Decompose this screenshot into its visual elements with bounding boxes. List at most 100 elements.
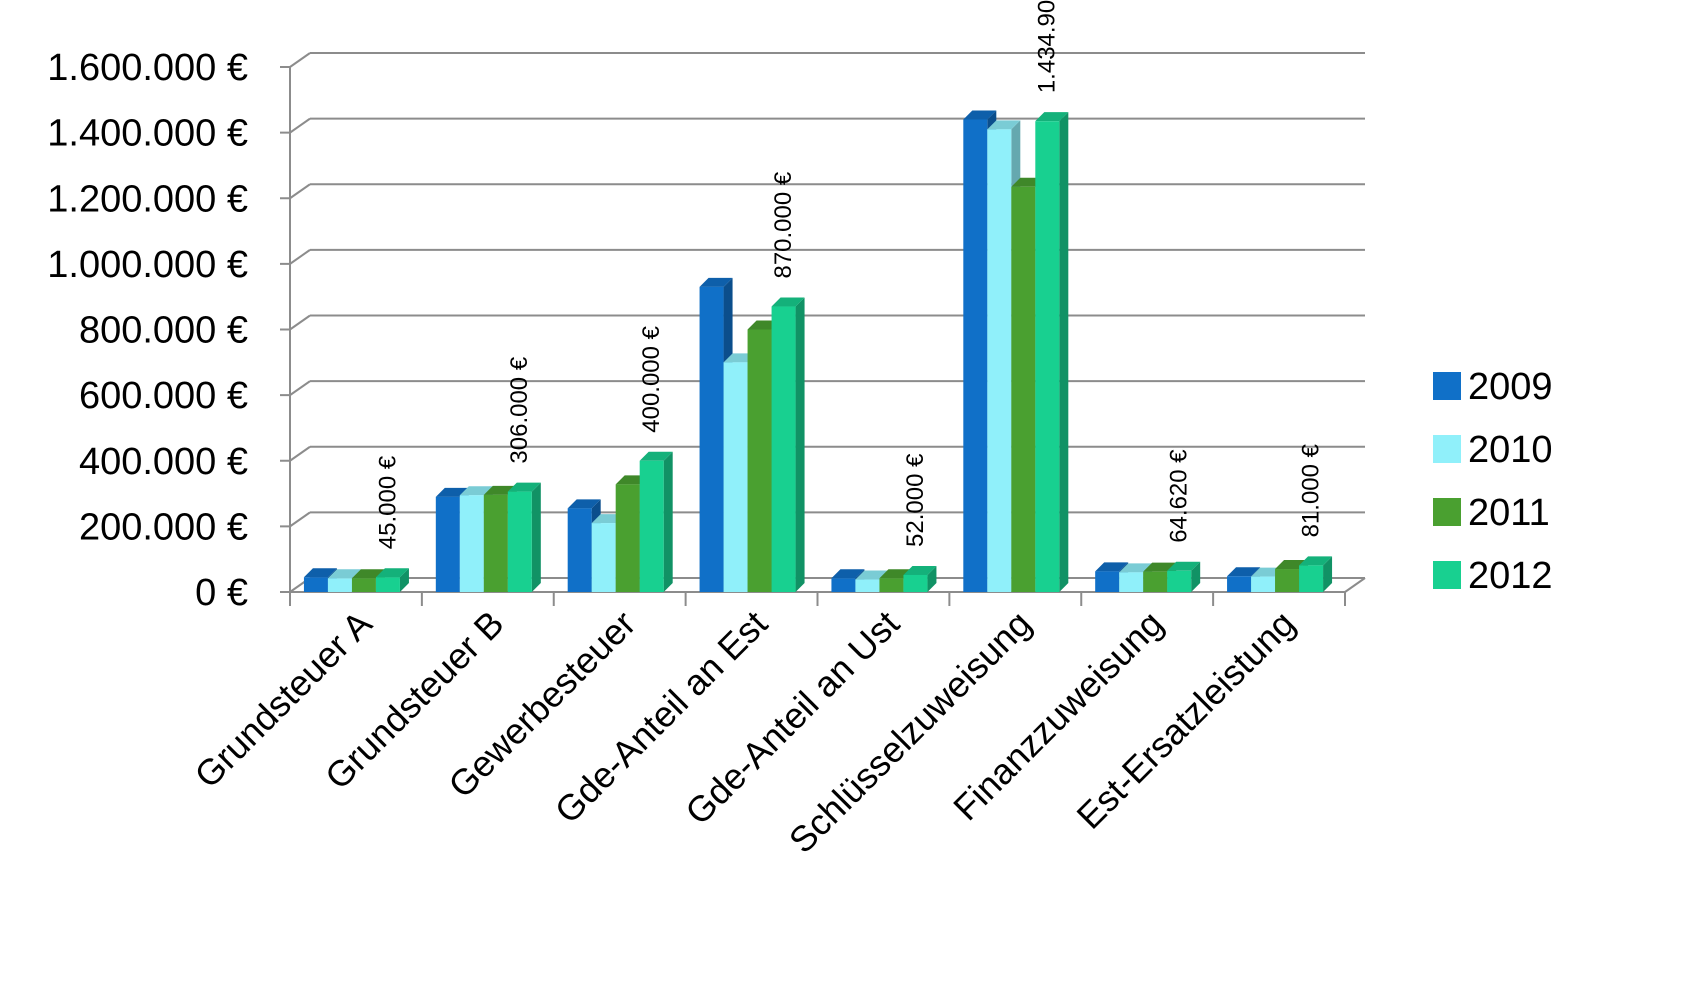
bar-2012 xyxy=(1035,112,1069,593)
bar xyxy=(1035,121,1060,593)
y-tick-label: 1.000.000 € xyxy=(47,244,248,286)
gridlines xyxy=(289,52,1365,593)
legend: 2009 2010 2011 2012 xyxy=(1433,366,1553,597)
bar-top xyxy=(963,110,997,120)
bar xyxy=(483,494,508,592)
bar-side xyxy=(795,297,805,592)
bar xyxy=(435,496,460,592)
legend-item: 2010 xyxy=(1433,429,1553,471)
bar-top xyxy=(1143,562,1177,572)
bar-side xyxy=(1191,561,1201,592)
labels: 0 € 200.000 € 400.000 € 600.000 € 800.000 € 1… xyxy=(47,0,1324,861)
bar xyxy=(327,578,352,592)
bar-side xyxy=(663,451,673,592)
bar-top xyxy=(1035,112,1069,122)
bar-side xyxy=(399,568,409,592)
data-label: 64.620 € xyxy=(1166,449,1193,543)
data-label: 306.000 € xyxy=(506,356,533,463)
bar xyxy=(1251,576,1276,592)
gridline-diag xyxy=(289,117,311,134)
bar xyxy=(639,460,664,592)
y-tick-label: 600.000 € xyxy=(79,375,248,417)
bar xyxy=(963,119,988,592)
bar xyxy=(375,577,400,592)
gridline-diag xyxy=(289,380,311,396)
bar xyxy=(303,577,328,592)
x-category-label: Schlüsselzuweisung xyxy=(781,603,1039,861)
bar-2012 xyxy=(1299,556,1333,592)
bar-2012 xyxy=(639,451,673,592)
legend-item: 2012 xyxy=(1433,555,1553,597)
gridline-diag xyxy=(289,249,311,265)
gridline-diag xyxy=(289,511,311,528)
bar xyxy=(351,578,376,592)
data-label: 400.000 € xyxy=(638,325,665,432)
bar-top xyxy=(507,482,541,492)
legend-label: 2011 xyxy=(1468,492,1550,534)
bar-top xyxy=(855,570,889,580)
legend-label: 2012 xyxy=(1468,555,1553,597)
bar xyxy=(987,129,1012,592)
y-tick-label: 200.000 € xyxy=(79,506,248,548)
bar-top xyxy=(327,569,361,579)
bar xyxy=(1011,186,1036,592)
bar-top xyxy=(459,486,493,496)
data-label: 45.000 € xyxy=(374,455,401,549)
bar xyxy=(747,329,772,592)
legend-swatch xyxy=(1433,498,1461,526)
bar xyxy=(723,362,748,592)
y-tick-label: 400.000 € xyxy=(79,441,248,483)
bar xyxy=(1119,572,1144,592)
bar xyxy=(699,286,724,592)
bar-2012 xyxy=(903,565,937,592)
bar-side xyxy=(1323,556,1333,592)
bar xyxy=(507,491,532,592)
data-label: 1.434.900 € xyxy=(1034,0,1061,93)
legend-item: 2009 xyxy=(1433,366,1553,408)
bar xyxy=(1095,571,1120,592)
bar xyxy=(831,578,856,592)
bar xyxy=(1299,565,1324,592)
bar-top xyxy=(375,568,409,578)
bar xyxy=(459,495,484,592)
bar-top xyxy=(771,297,805,307)
bar xyxy=(771,306,796,592)
bar-top xyxy=(831,569,865,579)
bar-2012 xyxy=(771,297,805,592)
bar-top xyxy=(351,569,385,579)
bar-2012 xyxy=(375,568,409,592)
bar xyxy=(1275,569,1300,592)
y-tick-label: 1.600.000 € xyxy=(47,47,248,89)
bar-side xyxy=(1059,112,1069,593)
bar-top xyxy=(1119,563,1153,573)
bar xyxy=(879,578,904,592)
bar xyxy=(1227,576,1252,592)
y-tick-label: 800.000 € xyxy=(79,310,248,352)
bar-top xyxy=(303,568,337,578)
legend-swatch xyxy=(1433,372,1461,400)
legend-label: 2010 xyxy=(1468,429,1553,471)
bar xyxy=(591,523,616,592)
data-label: 52.000 € xyxy=(902,453,929,547)
gridline-diag xyxy=(289,314,311,331)
bar-top xyxy=(1299,556,1333,566)
bar-top xyxy=(1227,567,1261,577)
legend-swatch xyxy=(1433,561,1461,589)
y-tick-label: 1.400.000 € xyxy=(47,113,248,155)
legend-item: 2011 xyxy=(1433,492,1550,534)
bar-top xyxy=(639,451,673,461)
bar-side xyxy=(531,482,541,592)
bar-top xyxy=(567,499,601,509)
bar-2012 xyxy=(1167,561,1201,592)
gridline-diag xyxy=(289,445,311,462)
bar xyxy=(567,508,592,592)
gridline-diag xyxy=(289,183,311,200)
bar xyxy=(615,484,640,592)
bar-top xyxy=(1095,562,1129,572)
bar-top xyxy=(1167,561,1201,571)
bar-top xyxy=(903,565,937,575)
bar-top xyxy=(987,120,1021,130)
bar xyxy=(1143,571,1168,592)
x-axis-depth xyxy=(1344,577,1366,593)
